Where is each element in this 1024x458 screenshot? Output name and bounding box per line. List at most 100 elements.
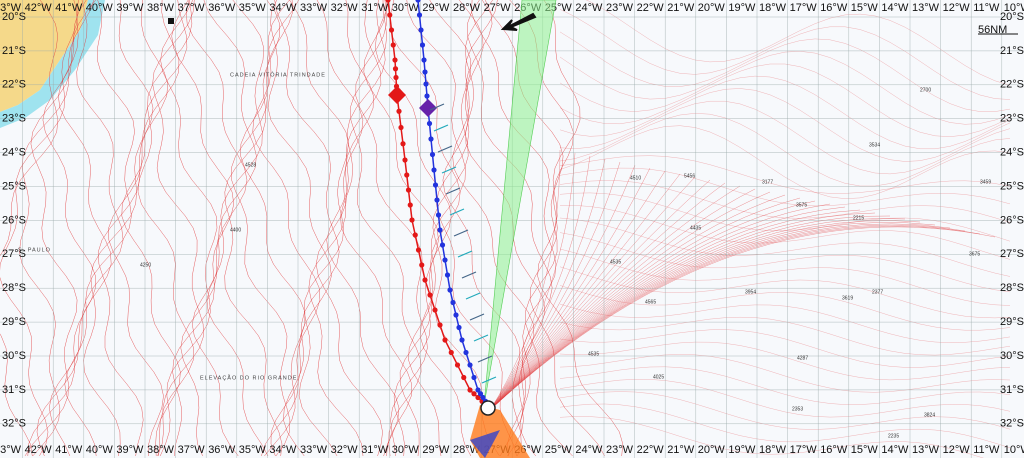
blue-route-point	[442, 257, 448, 263]
latitude-label: 22°S	[2, 79, 26, 91]
red-route-point	[385, 0, 391, 3]
sounding: 4400	[230, 227, 241, 233]
latitude-label: 21°S	[2, 45, 26, 57]
blue-route-point	[426, 120, 433, 127]
contour	[489, 206, 846, 411]
longitude-label: 34°W	[269, 2, 297, 14]
red-route-point	[448, 349, 454, 356]
longitude-label: 23°W	[606, 444, 634, 456]
red-route-point	[432, 307, 438, 313]
longitude-label: 13°W	[912, 2, 940, 14]
sounding: 3177	[762, 179, 773, 185]
latitude-label: 32°S	[2, 418, 26, 430]
red-route-point	[454, 362, 461, 368]
longitude-label: 14°W	[881, 2, 909, 14]
blue-route-point	[480, 394, 486, 401]
longitude-label: 41°W	[55, 2, 83, 14]
latitude-label: 23°S	[2, 113, 26, 125]
longitude-label: 12°W	[943, 2, 971, 14]
longitude-label: 17°W	[790, 2, 818, 14]
latitude-label: 20°S	[1000, 11, 1024, 23]
blue-route-point	[439, 242, 446, 248]
longitude-label: 39°W	[116, 444, 144, 456]
contour	[489, 224, 966, 411]
contour	[559, 31, 1011, 112]
latitude-label: 24°S	[1000, 147, 1024, 159]
sounding: 4510	[630, 175, 641, 181]
blue-route-point	[463, 349, 469, 356]
blue-route-point	[437, 227, 443, 233]
blue-route-point	[419, 42, 426, 48]
contour	[489, 185, 741, 411]
sounding: 2215	[853, 215, 864, 221]
latitude-label: 32°S	[1000, 418, 1024, 430]
contour	[489, 164, 636, 411]
contour	[436, 0, 517, 457]
longitude-label: 35°W	[239, 444, 267, 456]
contour	[559, 63, 1011, 137]
red-waypoint[interactable]	[388, 86, 406, 104]
wind-barb	[437, 145, 453, 153]
longitude-label: 18°W	[759, 444, 787, 456]
contour	[559, 217, 1011, 277]
coastal-shallows	[0, 0, 105, 128]
blue-route-point	[477, 391, 484, 397]
contour	[489, 173, 681, 411]
boat-position[interactable]	[480, 400, 496, 416]
sounding: 3675	[969, 251, 980, 257]
red-route-point	[402, 157, 408, 163]
red-route-point	[405, 187, 412, 193]
contour	[489, 225, 981, 411]
contour	[267, 0, 332, 457]
blue-route-point	[422, 69, 428, 75]
red-route-point	[387, 12, 393, 18]
wind-barb	[461, 271, 477, 279]
red-route-point	[400, 141, 406, 147]
longitude-label: 41°W	[55, 444, 83, 456]
contour	[289, 0, 349, 457]
latitude-label: 27°S	[2, 248, 26, 260]
sounding: 3619	[842, 295, 853, 301]
island-marker	[168, 18, 174, 24]
longitude-label: 28°W	[453, 2, 481, 14]
wind-barb	[445, 187, 461, 195]
longitude-label: 28°W	[453, 444, 481, 456]
sounding: 3459	[980, 179, 991, 185]
longitude-label: 19°W	[728, 2, 756, 14]
contour	[349, 0, 422, 457]
wind-barb	[469, 313, 485, 321]
red-route-point	[390, 42, 396, 48]
longitude-label: 36°W	[208, 2, 236, 14]
latitude-label: 21°S	[1000, 45, 1024, 57]
latitude-label: 31°S	[1000, 384, 1024, 396]
contour	[108, 0, 180, 457]
longitude-label: 24°W	[575, 444, 603, 456]
contour	[489, 188, 756, 411]
red-route-point	[393, 74, 399, 81]
longitude-label: 10°W	[1004, 444, 1024, 456]
uncertainty-cone	[483, 0, 557, 406]
contour	[559, 316, 1011, 356]
red-route-point	[461, 374, 467, 381]
contour	[389, 0, 461, 457]
sounding: 4565	[645, 299, 656, 305]
contour	[471, 0, 557, 457]
sounding: 3534	[869, 142, 880, 148]
longitude-label: 25°W	[545, 444, 573, 456]
purple-waypoint[interactable]	[419, 99, 437, 117]
contour	[489, 200, 816, 411]
contour	[559, 379, 1011, 418]
contour	[137, 0, 194, 457]
sounding: 3824	[924, 412, 935, 418]
red-route-point	[442, 337, 448, 343]
latitude-label: 23°S	[1000, 113, 1024, 125]
contour	[83, 0, 154, 457]
contour	[489, 152, 576, 411]
longitude-label: 11°W	[973, 2, 1000, 14]
red-route-point	[396, 108, 402, 114]
longitude-label: 35°W	[239, 2, 267, 14]
place-name: ELEVAÇÃO DO RIO GRANDE	[200, 374, 297, 381]
contour	[489, 215, 891, 411]
